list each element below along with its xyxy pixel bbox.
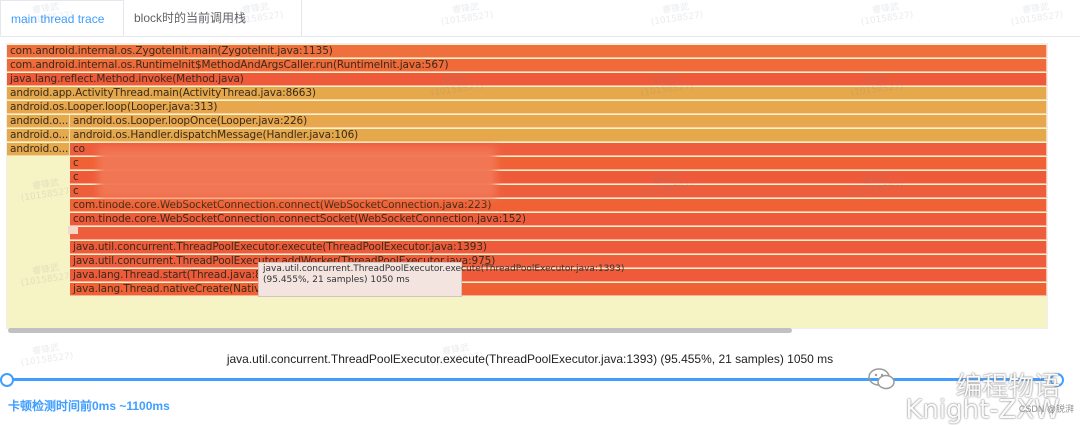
flame-frame[interactable] <box>70 227 1047 240</box>
flame-frame[interactable]: android.os.Looper.loopOnce(Looper.java:2… <box>70 115 1047 128</box>
selected-frame-status: java.util.concurrent.ThreadPoolExecutor.… <box>226 352 834 366</box>
csdn-credit: CSDN @锐湃 <box>1018 404 1074 414</box>
flame-frame[interactable]: android.o... <box>7 129 70 142</box>
tab-label: main thread trace <box>11 12 105 26</box>
flame-frame[interactable]: com.tinode.core.WebSocketConnection.conn… <box>70 213 1047 226</box>
brand-watermark: 编程物语 Knight-ZXW <box>868 366 1060 425</box>
flame-frame[interactable]: android.os.Looper.loop(Looper.java:313) <box>7 101 1047 114</box>
frame-tooltip: java.util.concurrent.ThreadPoolExecutor.… <box>258 262 624 297</box>
flame-frame[interactable]: com.android.internal.os.ZygoteInit.main(… <box>7 45 1047 58</box>
flame-frame[interactable]: java.lang.Thread.nativeCreate(Native <box>70 283 1047 296</box>
flame-frame[interactable]: android.o... <box>7 115 70 128</box>
flame-frame[interactable]: android.os.Handler.dispatchMessage(Handl… <box>70 129 1047 142</box>
redaction-block <box>98 147 496 199</box>
flame-frame[interactable]: com.android.internal.os.RuntimeInit$Meth… <box>7 59 1047 72</box>
slider-handle-end[interactable] <box>1050 373 1064 387</box>
time-range-slider[interactable] <box>6 378 1060 381</box>
tab-label: block时的当前调用栈 <box>134 11 247 25</box>
flame-frame[interactable]: java.lang.reflect.Method.invoke(Method.j… <box>7 73 1047 86</box>
tab-main-thread-trace[interactable]: main thread trace 🔥 <box>0 0 124 62</box>
redaction-block <box>68 226 78 234</box>
brand-name: 编程物语 <box>955 372 1060 402</box>
flame-frame[interactable]: android.app.ActivityThread.main(Activity… <box>7 87 1047 100</box>
tab-bar: main thread trace 🔥 block时的当前调用栈 <box>0 0 1080 62</box>
scrollbar-thumb[interactable] <box>8 328 792 333</box>
slider-handle-start[interactable] <box>0 373 14 387</box>
tab-block-call-stack[interactable]: block时的当前调用栈 <box>124 0 302 36</box>
flame-frame[interactable]: android.o... <box>7 143 70 156</box>
flame-frame[interactable]: java.util.concurrent.ThreadPoolExecutor.… <box>70 241 1047 254</box>
time-range-label: 卡顿检测时间前0ms ~1100ms <box>8 399 170 413</box>
flame-frame[interactable]: com.tinode.core.WebSocketConnection.conn… <box>70 199 1047 212</box>
